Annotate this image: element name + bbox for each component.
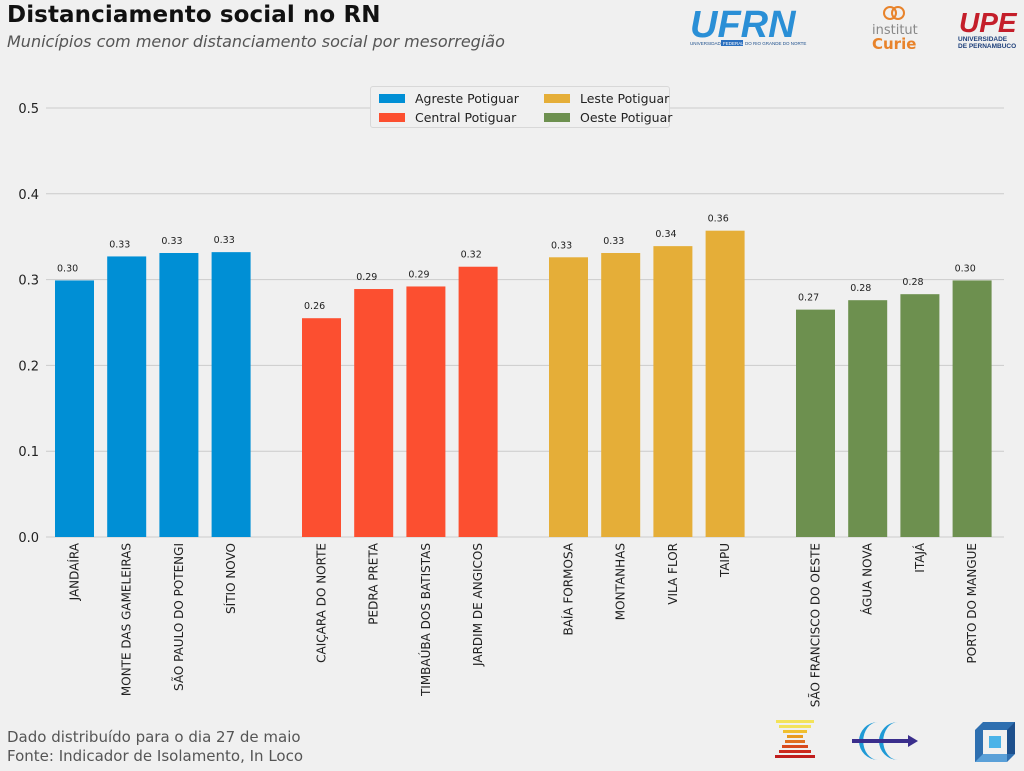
bar bbox=[549, 257, 588, 537]
category-label: SÃO PAULO DO POTENGI bbox=[171, 543, 186, 691]
legend-item-agreste: Agreste Potiguar bbox=[379, 89, 544, 108]
bar bbox=[601, 253, 641, 537]
value-label: 0.28 bbox=[902, 277, 923, 288]
category-label: CAIÇARA DO NORTE bbox=[315, 543, 329, 663]
value-label: 0.34 bbox=[655, 229, 676, 240]
curie-line2: Curie bbox=[872, 35, 916, 52]
value-label: 0.33 bbox=[551, 240, 572, 251]
bar bbox=[900, 294, 940, 537]
value-label: 0.33 bbox=[214, 235, 235, 246]
legend-item-leste: Leste Potiguar bbox=[544, 89, 674, 108]
curie-rings-icon bbox=[883, 6, 897, 20]
ufrn-logo: UFRN UNIVERSIDADE FEDERAL DO RIO GRANDE … bbox=[690, 4, 806, 46]
legend-label: Central Potiguar bbox=[415, 110, 517, 125]
category-label: MONTE DAS GAMELEIRAS bbox=[120, 543, 134, 696]
bar bbox=[705, 230, 745, 537]
bar bbox=[107, 256, 147, 537]
legend: Agreste Potiguar Leste Potiguar Central … bbox=[370, 86, 672, 128]
bar bbox=[458, 266, 498, 537]
bar bbox=[211, 252, 251, 538]
bar bbox=[159, 253, 199, 537]
y-tick-label: 0.3 bbox=[18, 274, 39, 289]
bar bbox=[354, 289, 394, 537]
value-label: 0.27 bbox=[798, 293, 819, 304]
value-labels: 0.30 0.33 0.33 0.33 0.26 0.29 0.29 0.32 0.33 0.33… bbox=[57, 214, 976, 313]
cube-logo bbox=[975, 722, 1015, 762]
legend-swatch-leste bbox=[544, 94, 570, 103]
upe-caption1: UNIVERSIDADE bbox=[958, 36, 1008, 43]
category-label: JARDIM DE ANGICOS bbox=[471, 543, 485, 667]
y-tick-label: 0.1 bbox=[18, 445, 39, 460]
curie-line1: institut bbox=[872, 23, 918, 38]
value-label: 0.30 bbox=[57, 263, 78, 274]
value-label: 0.29 bbox=[408, 269, 429, 280]
y-axis-ticks: 0.0 0.1 0.2 0.3 0.4 0.5 bbox=[18, 102, 39, 546]
value-label: 0.33 bbox=[161, 236, 182, 247]
legend-swatch-oeste bbox=[544, 113, 570, 122]
category-label: ÁGUA NOVA bbox=[860, 542, 875, 615]
value-label: 0.33 bbox=[603, 236, 624, 247]
category-label: SÃO FRANCISCO DO OESTE bbox=[808, 543, 823, 707]
y-tick-label: 0.0 bbox=[18, 531, 39, 546]
chart-subtitle: Municípios com menor distanciamento soci… bbox=[7, 32, 505, 51]
category-label: VILA FLOR bbox=[666, 543, 680, 605]
ufrn-caption-left: UNIVERSIDADE bbox=[690, 41, 724, 46]
category-labels: JANDAÍRA MONTE DAS GAMELEIRAS SÃO PAULO DO… bbox=[67, 542, 980, 707]
ufrn-caption-right: DO RIO GRANDE DO NORTE bbox=[745, 41, 806, 46]
category-label: SÍTIO NOVO bbox=[223, 543, 238, 614]
bar bbox=[406, 286, 446, 537]
value-label: 0.32 bbox=[461, 250, 482, 261]
category-label: BAÍA FORMOSA bbox=[561, 542, 576, 635]
category-label: PEDRA PRETA bbox=[367, 542, 381, 624]
legend-item-oeste: Oeste Potiguar bbox=[544, 108, 674, 127]
bar bbox=[302, 318, 341, 537]
y-tick-label: 0.2 bbox=[18, 359, 39, 374]
footer-source: Fonte: Indicador de Isolamento, In Loco bbox=[7, 747, 304, 765]
bar bbox=[848, 300, 888, 537]
legend-label: Oeste Potiguar bbox=[580, 110, 673, 125]
ufrn-logo-text: UFRN bbox=[690, 4, 797, 46]
bars bbox=[55, 230, 992, 538]
legend-label: Leste Potiguar bbox=[580, 91, 670, 106]
category-label: TAIPU bbox=[718, 543, 732, 578]
upe-logo-text: UPE bbox=[959, 7, 1018, 38]
legend-swatch-agreste bbox=[379, 94, 405, 103]
bar bbox=[653, 246, 693, 537]
institut-curie-logo: institut Curie bbox=[872, 6, 918, 52]
legend-item-central: Central Potiguar bbox=[379, 108, 544, 127]
cc-logo bbox=[852, 722, 918, 760]
bar bbox=[796, 309, 835, 537]
legend-label: Agreste Potiguar bbox=[415, 91, 519, 106]
bar bbox=[55, 280, 94, 537]
y-tick-label: 0.5 bbox=[18, 102, 39, 117]
chart-title: Distanciamento social no RN bbox=[7, 2, 381, 28]
legend-swatch-central bbox=[379, 113, 405, 122]
category-label: ITAJÁ bbox=[912, 542, 927, 572]
footer: Dado distribuído para o dia 27 de maio F… bbox=[7, 728, 303, 766]
category-label: JANDAÍRA bbox=[67, 542, 82, 601]
category-label: MONTANHAS bbox=[614, 543, 628, 620]
ufrn-caption-mid: FEDERAL bbox=[723, 41, 744, 46]
y-tick-label: 0.4 bbox=[18, 188, 39, 203]
value-label: 0.33 bbox=[109, 239, 130, 250]
category-label: PORTO DO MANGUE bbox=[965, 543, 979, 663]
value-label: 0.36 bbox=[708, 214, 729, 225]
value-label: 0.28 bbox=[850, 283, 871, 294]
footer-date: Dado distribuído para o dia 27 de maio bbox=[7, 728, 301, 746]
value-label: 0.26 bbox=[304, 301, 325, 312]
pyramid-logo bbox=[775, 720, 815, 758]
bar bbox=[952, 280, 992, 537]
upe-logo: UPE UNIVERSIDADE DE PERNAMBUCO bbox=[958, 7, 1018, 50]
value-label: 0.29 bbox=[356, 272, 377, 283]
value-label: 0.30 bbox=[955, 263, 976, 274]
upe-caption2: DE PERNAMBUCO bbox=[958, 43, 1016, 50]
category-label: TIMBAÚBA DOS BATISTAS bbox=[418, 543, 433, 697]
